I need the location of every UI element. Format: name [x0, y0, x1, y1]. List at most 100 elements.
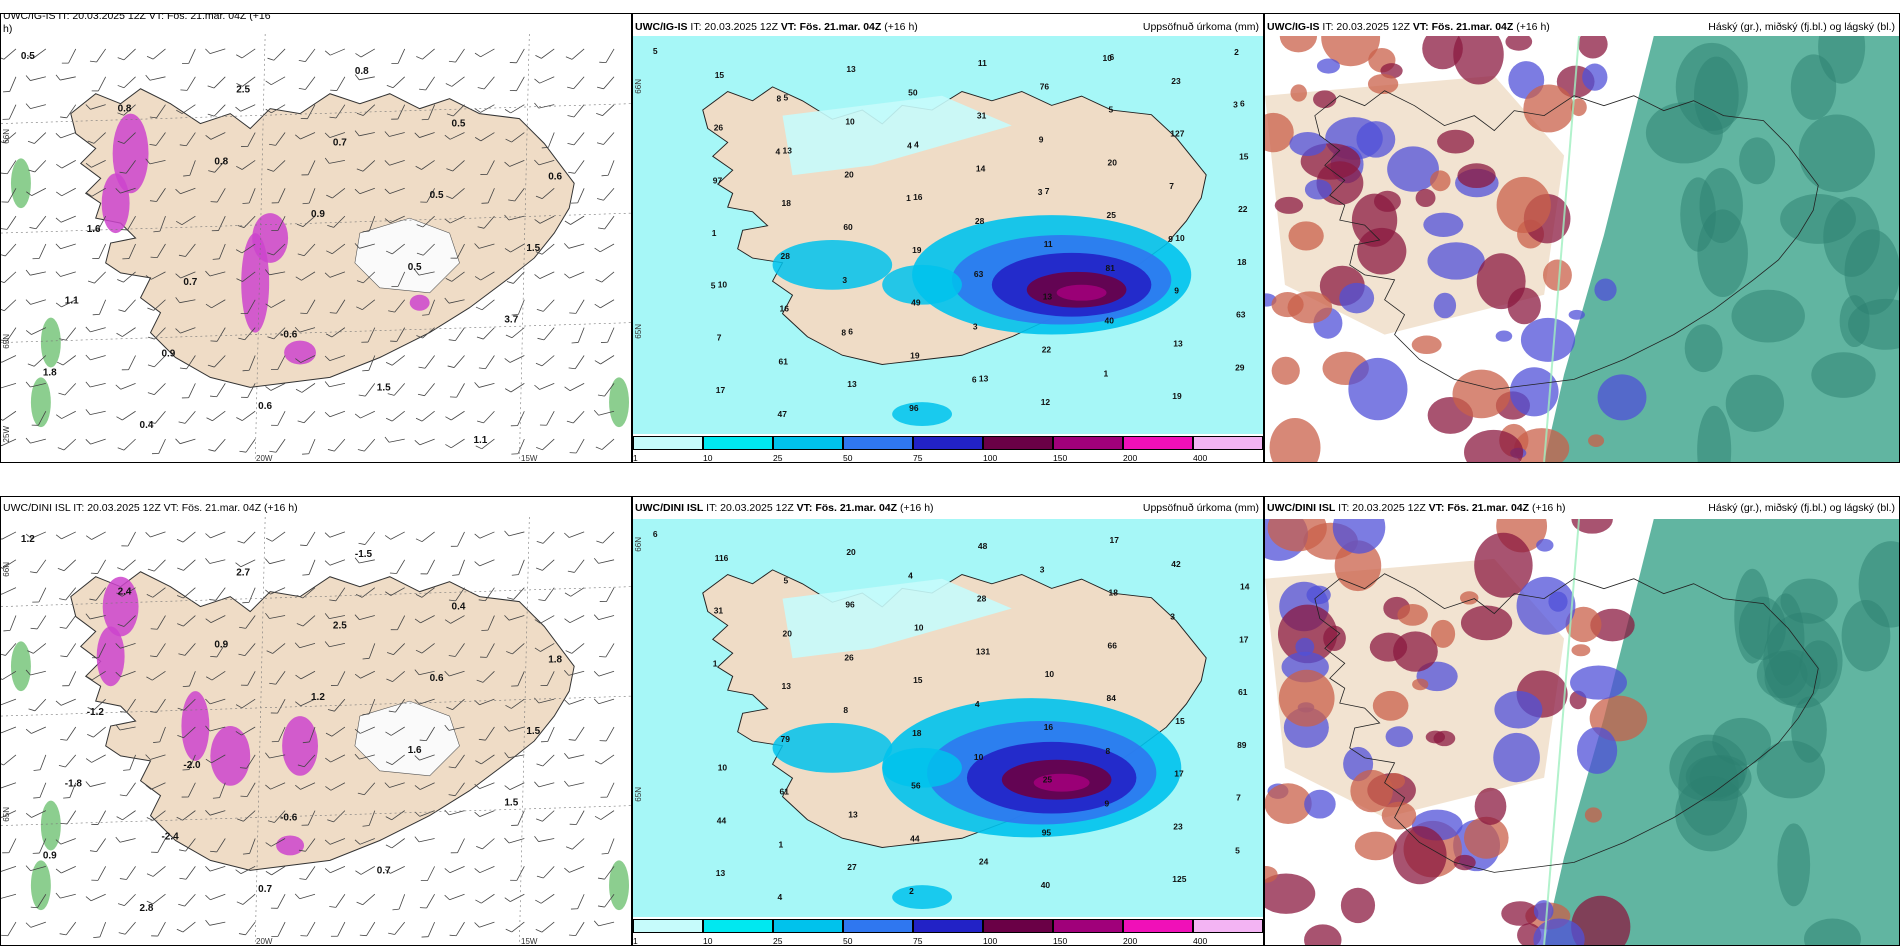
wind-barb-icon: [146, 670, 166, 681]
wind-barb-icon: [210, 643, 226, 658]
precip-blob: [181, 691, 210, 761]
wind-barb-icon: [384, 866, 405, 874]
precip-amount-label: 4: [907, 140, 912, 150]
wind-barb-icon: [504, 530, 525, 537]
wind-barb-icon: [448, 643, 465, 657]
temp-label: 1.8: [43, 367, 57, 378]
wind-barb-icon: [58, 754, 77, 768]
wind-barb-icon: [356, 271, 376, 284]
cloud-patch: [1288, 221, 1324, 251]
cloud-patch: [1411, 335, 1442, 355]
wind-barb-icon: [208, 160, 226, 173]
precip-amount-label: 14: [976, 163, 986, 173]
wind-barb-icon: [205, 615, 226, 624]
row1-precip-map[interactable]: 5 5 4 7 10 10 6 13 6 6 13 16 11 9 7 13 11 5 15 18 19 13 13 17 13…: [633, 36, 1263, 434]
wind-barb-icon: [116, 587, 136, 597]
row2-cloud-map[interactable]: [1265, 519, 1899, 945]
precip-amount-label: 10: [718, 280, 728, 290]
wind-barb-icon: [297, 410, 316, 424]
wind-barb-icon: [296, 587, 316, 599]
wind-barb-icon: [175, 327, 196, 334]
wind-barb-icon: [539, 411, 555, 426]
wind-barb-icon: [294, 893, 316, 900]
wind-barb-icon: [116, 327, 136, 337]
wind-barb-icon: [569, 438, 585, 454]
wind-barb-icon: [600, 327, 615, 343]
wind-barb-icon: [599, 48, 615, 64]
wind-barb-icon: [178, 893, 196, 907]
wind-barb-icon: [448, 754, 465, 769]
wind-barb-icon: [535, 355, 555, 367]
wind-barb-icon: [57, 438, 77, 451]
precip-amount-label: 13: [782, 681, 792, 691]
wind-barb-icon: [534, 271, 555, 279]
precip-amount-label: 49: [911, 298, 921, 308]
precip-amount-label: 7: [1045, 186, 1050, 196]
wind-barb-icon: [32, 243, 47, 260]
row2-wind-title: UWC/DINI ISL IT: 20.03.2025 12Z VT: Fös.…: [3, 502, 298, 514]
wind-barb-icon: [476, 327, 495, 340]
precip-amount-label: 18: [1237, 257, 1247, 267]
wind-barb-icon: [444, 866, 465, 874]
wind-barb-icon: [271, 921, 286, 937]
precip-amount-label: 26: [844, 652, 854, 662]
wind-barb-icon: [175, 297, 196, 304]
precip-amount-label: 4: [975, 699, 980, 709]
wind-barb-icon: [176, 104, 196, 114]
wind-barb-icon: [115, 670, 136, 678]
wind-barb-icon: [118, 299, 136, 312]
cloud-patch: [1348, 357, 1408, 421]
wind-barb-icon: [474, 531, 495, 539]
wind-barb-icon: [504, 214, 525, 221]
precip-amount-label: 15: [913, 675, 923, 685]
wind-barb-icon: [540, 671, 555, 687]
wind-barb-icon: [474, 782, 495, 789]
wind-barb-icon: [206, 410, 226, 422]
precip-amount-label: 79: [781, 734, 791, 744]
lat-label-66n: 66N: [2, 562, 11, 577]
wind-barb-icon: [564, 271, 585, 279]
precip-amount-label: 5: [653, 46, 658, 56]
wind-barb-icon: [414, 132, 435, 138]
row2-precip-map[interactable]: 6 5 10 10 15 10 13 24 17 14 20 15 16 17 44 27 48 18 17 13 18…: [633, 519, 1263, 917]
cloud-patch: [1576, 727, 1618, 774]
wind-barb-icon: [444, 724, 465, 731]
precip-blob: [252, 213, 289, 263]
row2-wind-map[interactable]: 1.2 2.4 0.9 1.2 1.6 1.5 0.9 2.8 2.7 2.5 0.6 1.5 -1.8…: [1, 517, 631, 945]
wind-barb-icon: [474, 243, 495, 249]
precip-amount-label: 7: [1236, 793, 1241, 803]
row1-wind-map[interactable]: 0.5 0.8 0.8 0.9 0.5 3.7 1.8 0.4 2.5 0.7 0.5 1.5 1.1 0…: [1, 34, 631, 462]
wind-barb-icon: [205, 531, 226, 539]
precip-amount-label: 61: [779, 356, 789, 366]
wind-barb-icon: [415, 643, 435, 654]
wind-barb-icon: [444, 893, 465, 901]
wind-barb-icon: [117, 48, 136, 61]
wind-barb-icon: [385, 355, 405, 366]
cloud-patch: [1505, 36, 1533, 51]
wind-barb-icon: [534, 781, 555, 788]
cloud-patch: [1568, 309, 1585, 320]
cloud-patch: [1594, 278, 1617, 301]
precip-amount-label: 3: [973, 322, 978, 332]
wind-barb-icon: [205, 725, 226, 732]
precip-amount-label: 4: [908, 571, 913, 581]
cloud-patch: [1423, 212, 1464, 237]
wind-barb-icon: [419, 76, 435, 91]
lat-label-66n: 66N: [634, 79, 643, 94]
wind-barb-icon: [1, 893, 17, 899]
wind-barb-icon: [145, 782, 166, 790]
precip-amount-label: 7: [717, 332, 722, 342]
wind-barb-icon: [25, 669, 46, 676]
wind-barb-icon: [568, 921, 585, 936]
row1-cloud-map[interactable]: [1265, 36, 1899, 462]
wind-barb-icon: [182, 671, 196, 688]
wind-barb-icon: [475, 754, 495, 765]
wind-barb-icon: [297, 243, 316, 257]
precip-amount-label: 27: [847, 862, 857, 872]
wind-barb-icon: [326, 243, 346, 255]
precip-amount-label: 13: [848, 810, 858, 820]
wind-barb-icon: [415, 160, 435, 170]
wind-barb-icon: [117, 559, 136, 571]
wind-barb-icon: [175, 438, 196, 445]
wind-barb-icon: [510, 411, 525, 427]
